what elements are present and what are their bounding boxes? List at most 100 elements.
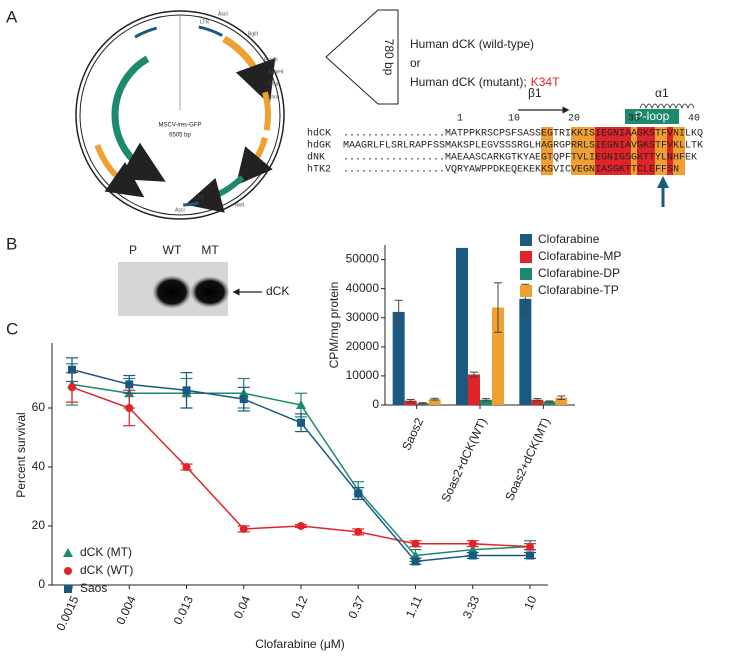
position-number: 10 [508,114,520,125]
insert-text: or [410,56,421,70]
sequence-name: hdCK [307,128,331,140]
blot-band [190,276,230,308]
legend-label: Saos [80,581,107,595]
error-bar [557,395,566,400]
marker [63,548,73,557]
sequence: .................MAEAASCARKGTKYAEGTQPFTV… [343,153,697,164]
restriction-site: AscI [218,11,228,17]
motif-box [625,109,679,124]
alignment-highlight [673,127,685,175]
lane-label: P [129,243,137,257]
sequence: MAAGRLFLSRLRAPFSSMAKSPLEGVSSSRGLHAGRGPRR… [343,141,703,152]
x-tick-label: 10 [521,593,539,611]
plasmid-feature [222,35,276,105]
helix [639,103,695,110]
beta-label: β1 [528,86,542,100]
y-tick-label: 20 [32,518,46,532]
marker [526,551,534,560]
plasmid-feature [134,26,158,39]
marker [125,404,134,412]
legend-swatch [520,268,532,280]
plasmid-feature [111,55,166,182]
error-bar [418,402,427,405]
plasmid-feature [94,143,145,198]
plasmid-outline [75,10,285,220]
bar [555,397,568,405]
sequence: .................MATPPKRSCPSFSASSEGTRIKK… [343,129,703,140]
insert-length: 780 bp [382,39,396,76]
alignment-highlight [667,127,673,175]
x-tick-label: 1.11 [403,593,425,620]
legend-marker [64,585,72,593]
insert-text: Human dCK (wild-type) [410,37,534,51]
marker [68,383,76,392]
restriction-site: NotI [235,202,244,208]
x-tick-label: 0.37 [345,593,368,620]
marker [410,550,421,560]
marker [411,557,420,566]
plasmid-name: MSCV-ires-GFP [158,123,201,129]
lane-label: MT [201,243,219,257]
restriction-site: XhoI [268,94,278,100]
alignment-highlight [637,127,655,175]
marker [182,386,191,395]
x-tick-label: 0.013 [171,593,197,626]
y-tick-label: 60 [32,400,46,414]
sequence: .................VQRYAWPPDKEQEKEKKSVICVE… [343,165,679,176]
marker [182,463,191,471]
marker [125,380,134,389]
legend-label: Clofarabine-DP [538,266,620,280]
bar [519,298,532,405]
bar [428,399,441,405]
position-number: 40 [688,114,700,125]
restriction-site: SmaI [268,81,280,87]
legend-label: dCK (MT) [80,545,132,559]
x-tick-label: Saos2 [399,415,426,452]
legend-marker [64,567,72,575]
marker [239,524,248,533]
marker [468,539,477,548]
panel-label: C [6,319,18,338]
marker [468,551,477,560]
marker [297,418,305,427]
y-tick-label: 0 [372,397,379,411]
plasmid-feature [198,25,223,37]
marker [64,585,72,593]
bar [404,400,417,405]
marker [239,395,248,404]
mutation: K34T [531,75,560,89]
y-tick-label: 20000 [346,339,380,353]
restriction-site: AscI [175,207,185,213]
plasmid-feature [235,136,273,186]
legend-label: Clofarabine-MP [538,249,621,263]
y-tick-label: 40000 [346,281,380,295]
marker [411,539,420,548]
error-bar [545,400,554,403]
marker [68,365,76,374]
position-number: 20 [568,114,580,125]
position-number: 1 [457,114,463,125]
bar [468,374,480,405]
error-bar [533,398,542,402]
legend-swatch [520,285,532,297]
position-number: 30 [628,114,640,125]
alignment-highlight [655,127,667,175]
insert-text: Human dCK (mutant); [410,75,527,89]
marker [526,542,534,551]
marker [297,522,305,530]
bar [456,247,468,405]
legend-swatch [520,234,532,246]
y-axis-label: Percent survival [14,412,28,497]
legend-label: dCK (WT) [80,563,133,577]
restriction-site: LTR [200,19,209,25]
x-tick-label: Soas2+dCK(MT) [502,416,553,503]
y-axis-label: CPM/mg protein [327,282,341,369]
alignment-highlight [541,127,553,175]
y-tick-label: 10000 [346,368,380,382]
legend-marker [63,548,73,557]
y-tick-label: 30000 [346,310,380,324]
panel-label: A [6,7,18,26]
alignment-highlight [631,127,637,175]
error-bar [406,398,415,403]
